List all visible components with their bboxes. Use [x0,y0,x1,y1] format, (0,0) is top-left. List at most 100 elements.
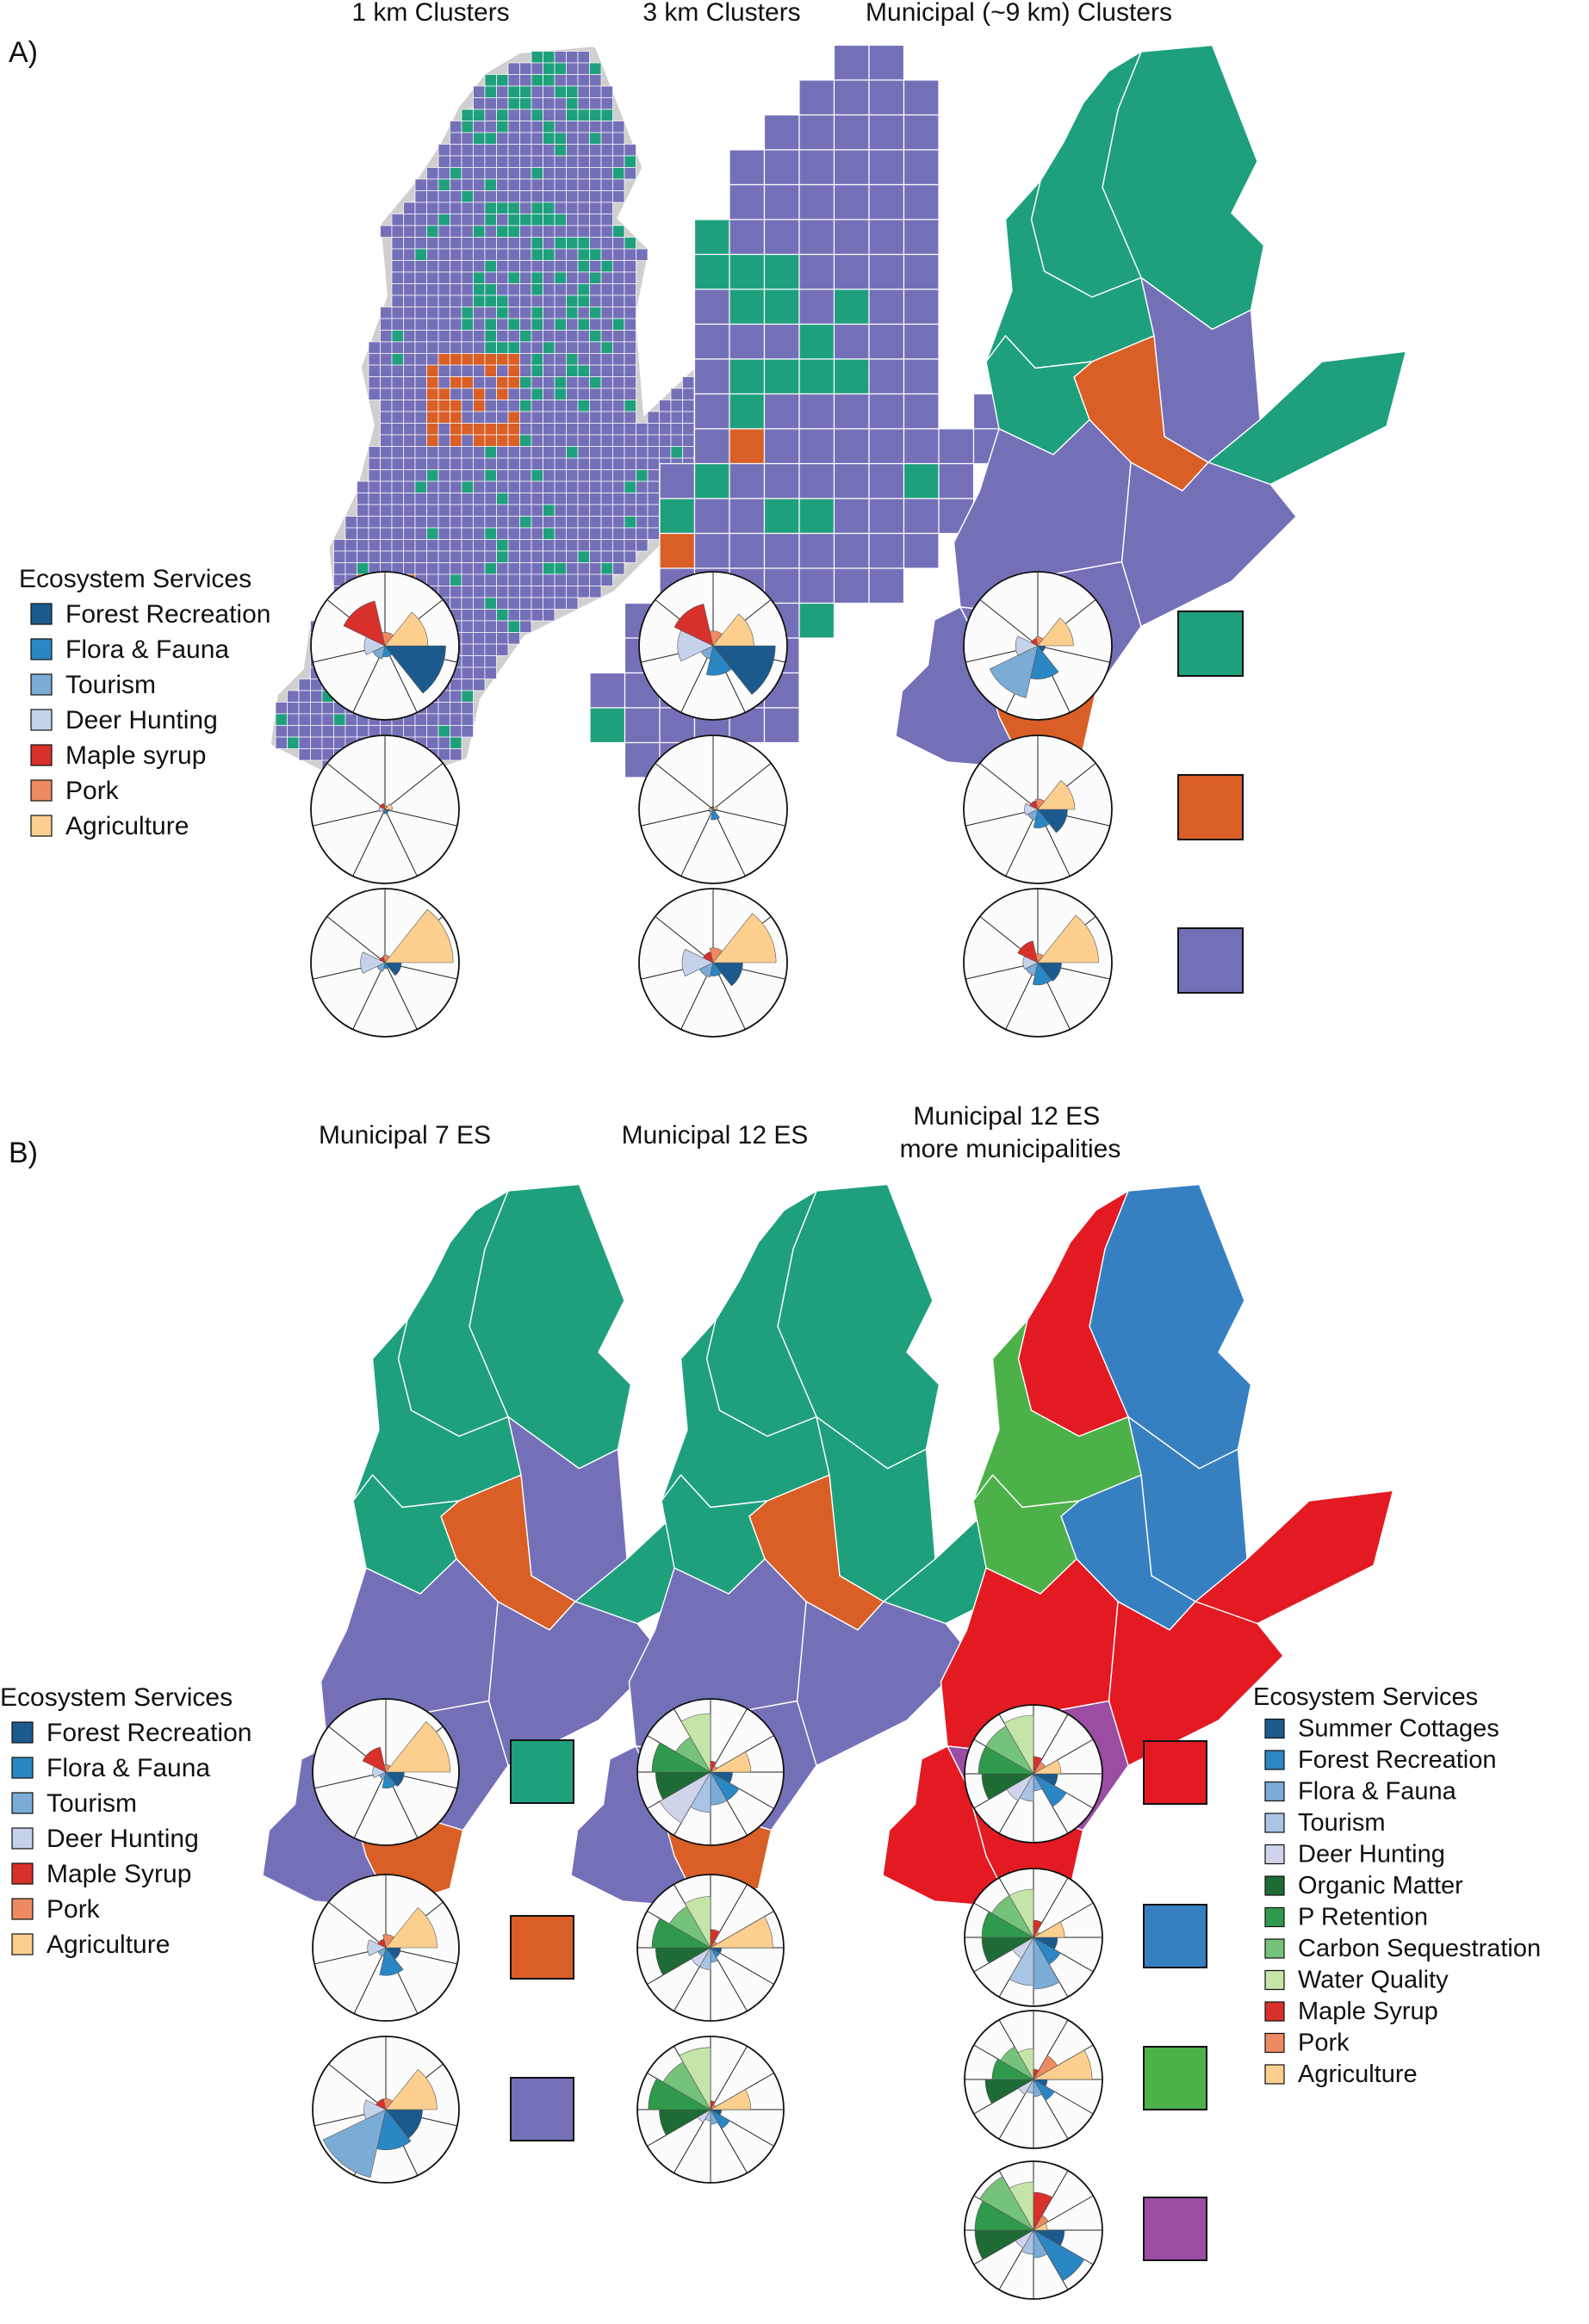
grid-cell [612,504,625,517]
rose-wedge [1009,1888,1034,1939]
grid-cell [589,167,602,180]
rose-wedge [1033,1756,1043,1776]
grid-cell [391,516,404,529]
grid-cell [450,376,462,389]
grid-cell [496,201,509,214]
legend-swatch [1264,1969,1285,1991]
grid-cell [554,294,567,307]
grid-cell [543,283,556,296]
grid-cell [380,550,393,563]
grid-cell [577,132,590,145]
rose-wedge [322,2109,387,2178]
rose-wedge [981,1911,1035,1938]
grid-cell [426,457,439,470]
grid-cell [496,423,509,436]
grid-cell [403,353,416,366]
grid-cell [589,707,626,744]
grid-cell [484,225,497,238]
rose-wedge [709,1916,773,1949]
grid-cell [507,178,520,191]
rose-spoke [1037,645,1110,663]
grid-cell [380,457,393,470]
grid-cell [426,713,439,726]
grid-cell [473,632,486,645]
rose-chart [638,734,788,884]
grid-cell [531,167,543,180]
grid-cell [566,108,579,121]
grid-cell [566,155,579,168]
grid-cell [554,318,567,331]
grid-cell [380,423,393,436]
legend-item-label: Flora & Fauna [1298,1778,1457,1806]
grid-cell [600,214,613,226]
rose-chart [310,734,460,884]
grid-cell [543,214,556,226]
grid-cell [414,376,427,389]
legend-item-label: Tourism [47,1789,137,1818]
grid-cell [461,318,474,331]
grid-cell [531,178,543,191]
grid-cell [903,149,940,186]
grid-cell [566,121,579,133]
grid-cell [461,702,474,715]
grid-cell [868,183,905,220]
grid-cell [484,446,497,459]
rose-wedge [1000,2046,1034,2080]
grid-cell [659,400,672,412]
grid-cell [624,330,636,343]
grid-cell [519,237,532,250]
grid-cell [577,457,590,470]
grid-cell [391,307,404,319]
grid-cell [612,330,625,343]
legend-item-label: P Retention [1298,1904,1428,1931]
grid-cell [554,85,567,98]
grid-cell [519,446,532,459]
grid-cell [566,527,579,540]
grid-cell [461,434,474,447]
grid-cell [403,376,416,389]
grid-cell [798,323,835,360]
grid-cell [600,330,613,343]
grid-cell [577,294,590,307]
grid-cell [438,493,450,505]
grid-cell [554,480,567,493]
grid-cell [496,446,509,459]
grid-cell [380,318,393,331]
grid-cell [531,493,543,505]
grid-cell [600,260,613,273]
grid-cell [566,248,579,261]
grid-cell [624,539,636,552]
grid-cell [531,446,543,459]
grid-cell [554,411,567,424]
grid-cell [403,446,416,459]
grid-cell [438,527,450,540]
grid-cell [287,725,300,738]
grid-cell [438,713,450,726]
grid-cell [357,527,369,540]
grid-cell [763,114,800,151]
grid-cell [543,132,556,145]
grid-cell [507,283,520,296]
grid-cell [566,400,579,412]
grid-cell [554,387,567,400]
grid-cell [333,725,346,738]
grid-cell [670,434,683,447]
grid-cell [380,493,393,505]
grid-cell [600,225,613,238]
rose-chart [964,1868,1103,2007]
grid-cell [589,387,602,400]
grid-cell [391,400,404,412]
grid-cell [566,469,579,482]
grid-cell [484,132,497,145]
grid-cell [344,713,357,726]
grid-cell [763,532,800,569]
grid-cell [833,567,870,604]
grid-cell [461,341,474,354]
grid-cell [461,725,474,738]
grid-cell [496,132,509,145]
grid-cell [577,539,590,552]
grid-cell [450,144,462,157]
grid-cell [357,539,369,552]
grid-cell [461,248,474,261]
